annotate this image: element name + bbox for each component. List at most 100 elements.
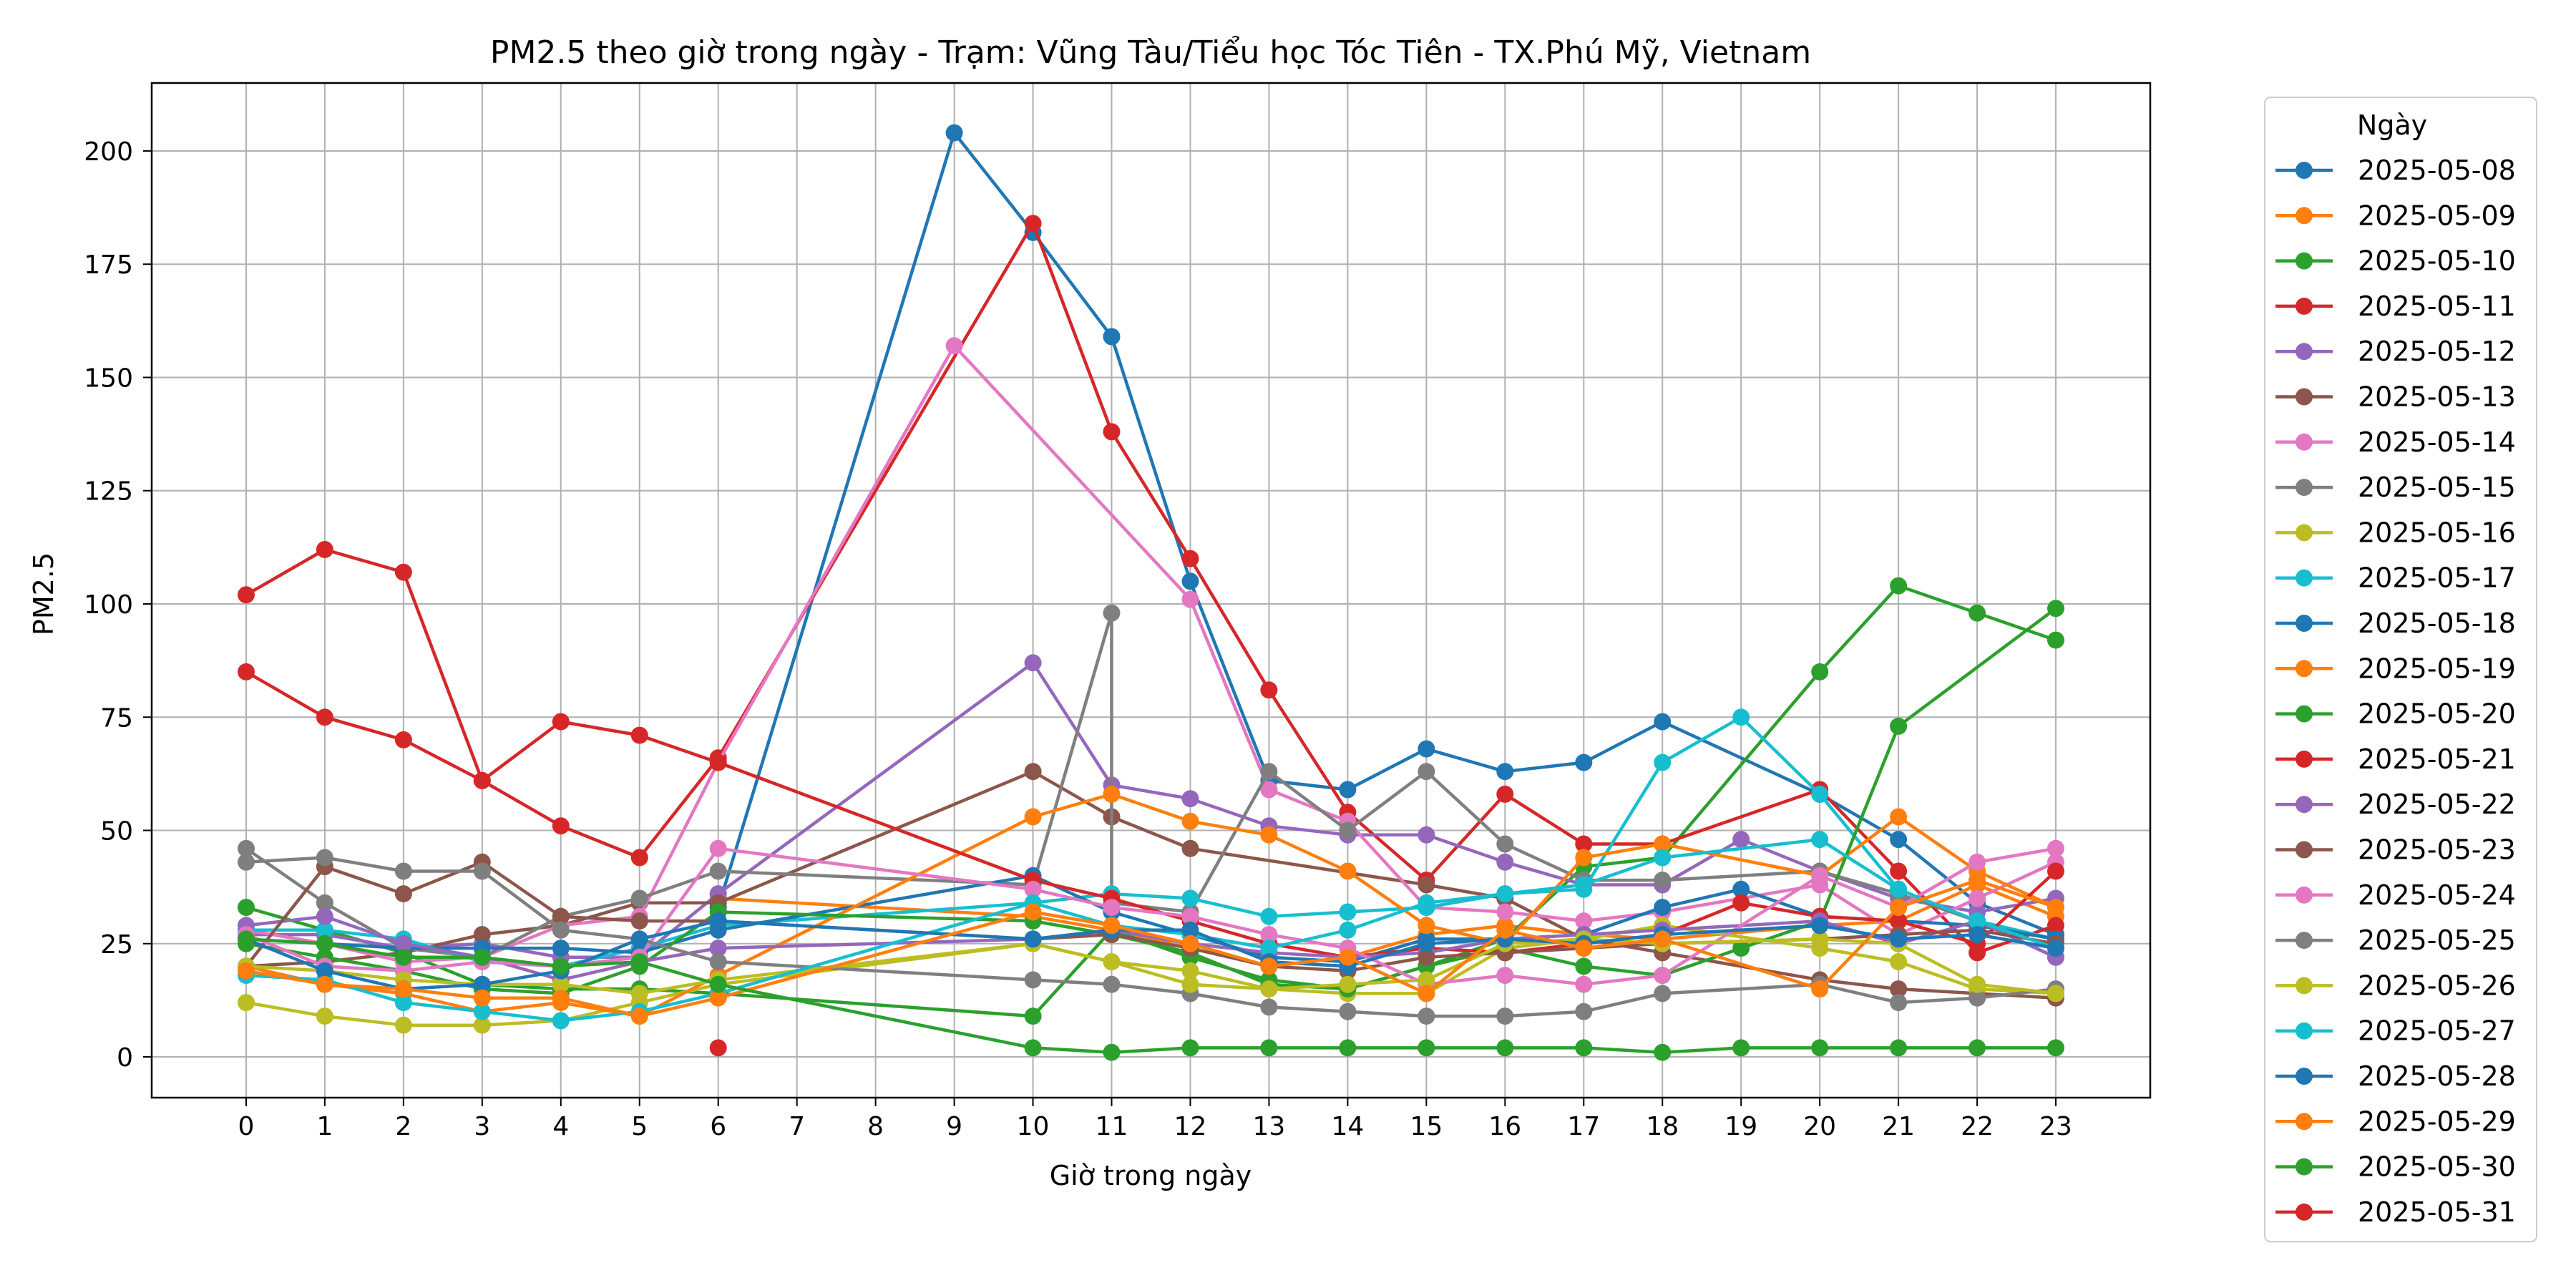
data-point xyxy=(630,930,648,948)
data-point xyxy=(1181,962,1199,980)
legend-label: 2025-05-31 xyxy=(2358,1196,2516,1228)
data-point xyxy=(1496,903,1514,921)
data-point xyxy=(630,953,648,971)
data-point xyxy=(709,1039,727,1057)
series-line xyxy=(245,919,2057,991)
series-2025-05-12 xyxy=(238,654,2064,966)
data-point xyxy=(473,975,491,993)
data-point xyxy=(1811,663,1829,680)
legend-item: 2025-05-19 xyxy=(2275,653,2516,684)
data-point xyxy=(1732,940,1750,957)
data-point xyxy=(1575,876,1593,894)
legend-item: 2025-05-24 xyxy=(2275,879,2516,911)
data-point xyxy=(2047,899,2064,917)
data-point xyxy=(1968,604,1986,622)
data-point xyxy=(2047,631,2064,649)
data-point xyxy=(1968,912,1986,930)
data-point xyxy=(1024,930,1042,948)
legend-label: 2025-05-30 xyxy=(2358,1151,2516,1183)
data-point xyxy=(1024,808,1042,826)
data-point xyxy=(316,1008,333,1025)
series-line xyxy=(245,607,2057,995)
data-point xyxy=(1103,785,1121,803)
data-point xyxy=(709,989,727,1007)
data-point xyxy=(1654,753,1672,771)
x-tick-label: 7 xyxy=(789,1112,805,1141)
data-point xyxy=(316,962,333,980)
data-point xyxy=(709,753,727,771)
data-point xyxy=(1890,899,1908,917)
data-point xyxy=(1811,980,1829,998)
data-point xyxy=(1575,835,1593,853)
series-line xyxy=(245,924,2057,1027)
y-tick-label: 175 xyxy=(84,250,133,280)
data-point xyxy=(1496,1039,1514,1057)
legend-item: 2025-05-18 xyxy=(2275,608,2516,639)
data-point xyxy=(473,1016,491,1034)
data-point xyxy=(552,907,570,925)
data-point xyxy=(1181,975,1199,993)
series-line xyxy=(245,792,2057,1018)
data-point xyxy=(1968,872,1986,889)
x-tick-label: 17 xyxy=(1567,1112,1600,1141)
x-tick-label: 12 xyxy=(1174,1112,1207,1141)
data-point xyxy=(316,894,333,912)
legend-label: 2025-05-11 xyxy=(2358,291,2516,322)
series-2025-05-29 xyxy=(238,872,2064,1025)
legend-marker xyxy=(2296,1158,2313,1176)
data-point xyxy=(1181,935,1199,952)
y-tick-label: 50 xyxy=(100,817,133,847)
data-point xyxy=(1418,935,1435,952)
data-point xyxy=(1418,971,1435,989)
series-line xyxy=(245,769,2057,1000)
legend-items: 2025-05-08 2025-05-09 2025-05-10 2025-05-11… xyxy=(2275,155,2516,1228)
legend-marker xyxy=(2296,569,2313,587)
legend-marker xyxy=(2296,886,2313,904)
data-point xyxy=(2047,600,2064,618)
legend-label: 2025-05-28 xyxy=(2358,1060,2516,1092)
data-point xyxy=(1575,1002,1593,1020)
legend-marker xyxy=(2296,207,2313,225)
data-point xyxy=(1418,1008,1435,1025)
data-point xyxy=(1181,572,1199,590)
data-point xyxy=(1890,953,1908,971)
x-tick-label: 21 xyxy=(1882,1112,1915,1141)
y-tick-label: 0 xyxy=(117,1043,133,1073)
data-point xyxy=(552,817,570,835)
data-point xyxy=(1339,1002,1357,1020)
data-point xyxy=(1260,1039,1278,1057)
data-point xyxy=(630,985,648,1002)
x-tick-label: 19 xyxy=(1724,1112,1757,1141)
legend: Ngày 2025-05-082025-05-092025-05-102025-… xyxy=(2264,97,2537,1243)
data-point xyxy=(1968,989,1986,1007)
legend-marker xyxy=(2296,841,2313,859)
data-point xyxy=(709,953,727,971)
data-point xyxy=(1103,975,1121,993)
legend-label: 2025-05-17 xyxy=(2358,562,2516,594)
data-point xyxy=(1890,880,1908,898)
series-line xyxy=(716,131,2057,937)
data-point xyxy=(630,889,648,907)
legend-label: 2025-05-15 xyxy=(2358,472,2516,503)
series-line xyxy=(245,874,2057,964)
data-point xyxy=(1418,826,1435,844)
data-point xyxy=(1654,1043,1672,1061)
data-point xyxy=(1181,907,1199,925)
legend-label: 2025-05-08 xyxy=(2358,155,2516,186)
legend-item: 2025-05-13 xyxy=(2275,381,2516,413)
data-point xyxy=(630,726,648,744)
data-point xyxy=(1811,1039,1829,1057)
legend-marker xyxy=(2296,297,2313,315)
legend-marker xyxy=(2296,1113,2313,1131)
data-point xyxy=(1654,985,1672,1002)
x-tick-label: 14 xyxy=(1331,1112,1364,1141)
data-point xyxy=(1575,849,1593,867)
legend-label: 2025-05-21 xyxy=(2358,743,2516,775)
data-point xyxy=(709,975,727,993)
data-point xyxy=(316,921,333,939)
y-axis-label: PM2.5 xyxy=(28,552,59,635)
series-2025-05-11 xyxy=(238,215,2064,962)
legend-label: 2025-05-18 xyxy=(2358,608,2516,639)
data-point xyxy=(1811,917,1829,935)
data-point xyxy=(1181,889,1199,907)
